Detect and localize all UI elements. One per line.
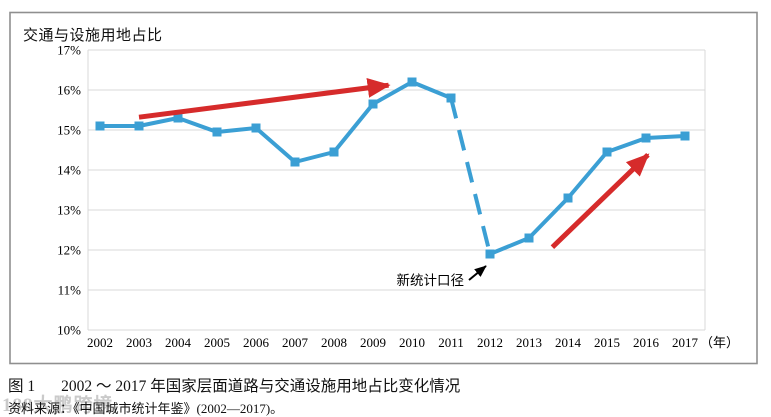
figure-caption: 图 1 2002 ～ 2017 年国家层面道路与交通设施用地占比变化情况 资料来源…	[8, 374, 768, 417]
svg-text:2009: 2009	[360, 335, 386, 350]
svg-text:2010: 2010	[399, 335, 425, 350]
svg-text:2011: 2011	[438, 335, 464, 350]
svg-text:2005: 2005	[204, 335, 230, 350]
annotation: 新统计口径	[397, 265, 487, 288]
svg-text:2002: 2002	[87, 335, 113, 350]
annotation-text: 新统计口径	[397, 273, 465, 288]
trend-arrows	[138, 77, 650, 249]
chart-title: 交通与设施用地占比	[23, 28, 163, 44]
figure-border	[9, 11, 758, 365]
svg-text:2017: 2017	[672, 335, 699, 350]
svg-text:2006: 2006	[243, 335, 270, 350]
svg-text:13%: 13%	[57, 203, 81, 218]
figure-caption-line: 图 1 2002 ～ 2017 年国家层面道路与交通设施用地占比变化情况	[8, 374, 768, 396]
svg-text:2016: 2016	[633, 335, 660, 350]
gridlines	[87, 49, 706, 331]
figure-source: 资料来源：《中国城市统计年鉴》(2002—2017)。	[8, 401, 284, 416]
svg-text:2008: 2008	[321, 335, 347, 350]
x-axis-labels: 2002 2003 2004 2005 2006 2007 2008 2009 2010 2011…	[87, 335, 739, 350]
figure-label: 图 1	[8, 378, 36, 395]
svg-text:2007: 2007	[282, 335, 309, 350]
svg-text:2014: 2014	[555, 335, 582, 350]
svg-text:2004: 2004	[165, 335, 192, 350]
x-axis-unit: （年）	[700, 335, 739, 350]
svg-text:14%: 14%	[57, 163, 81, 178]
trend-arrow	[550, 153, 650, 249]
svg-text:2013: 2013	[516, 335, 542, 350]
svg-text:2012: 2012	[477, 335, 503, 350]
y-axis-labels: 10% 11% 12% 13% 14% 15% 16% 17%	[57, 43, 81, 338]
svg-text:11%: 11%	[58, 283, 82, 298]
figure-title: 2002 ～ 2017 年国家层面道路与交通设施用地占比变化情况	[61, 378, 461, 395]
svg-text:17%: 17%	[57, 43, 81, 58]
svg-text:12%: 12%	[57, 243, 81, 258]
trend-arrow	[138, 77, 391, 120]
svg-text:16%: 16%	[57, 83, 81, 98]
dashed-break-segment	[449, 97, 492, 255]
series-line	[100, 80, 686, 256]
svg-text:15%: 15%	[57, 123, 81, 138]
svg-text:10%: 10%	[57, 323, 81, 338]
series-markers	[95, 77, 690, 259]
annotation-arrow	[468, 265, 487, 281]
svg-text:2003: 2003	[126, 335, 152, 350]
svg-text:2015: 2015	[594, 335, 620, 350]
